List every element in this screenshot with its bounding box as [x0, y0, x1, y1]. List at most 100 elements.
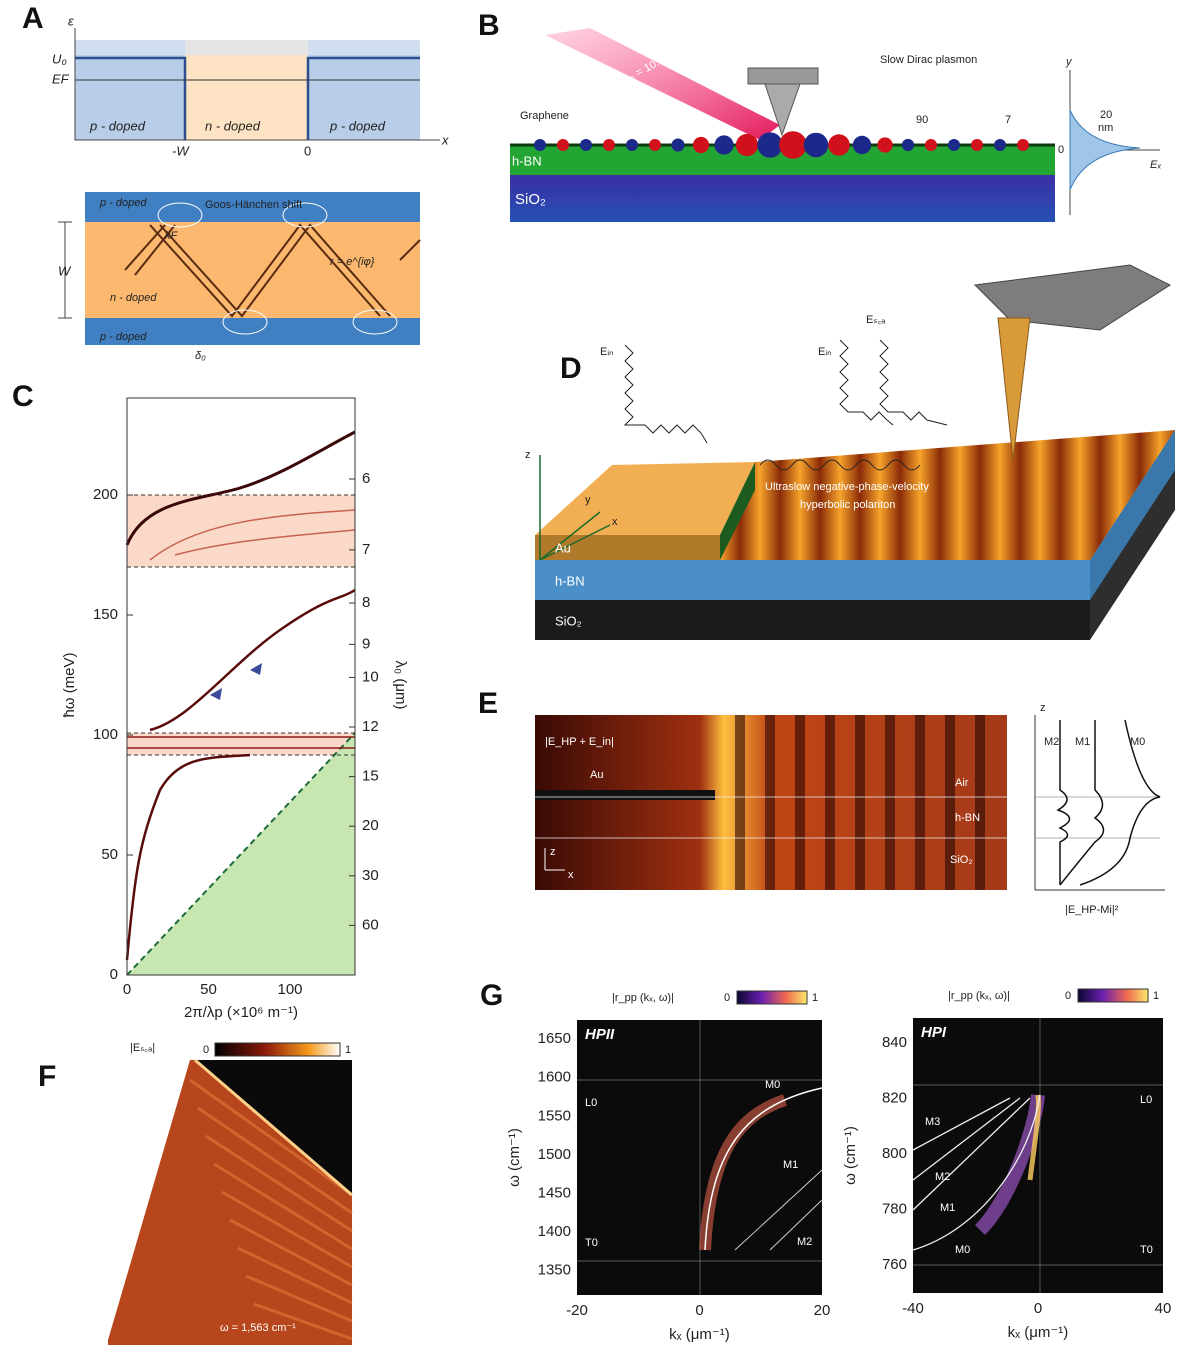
- x-tick-label: -40: [902, 1300, 924, 1317]
- y-tick-label: 1450: [538, 1184, 571, 1201]
- fringe: [885, 715, 895, 890]
- axis-label: |E_HP-Mi|²: [1065, 904, 1119, 916]
- plot-title: HPII: [585, 1026, 615, 1043]
- charge: [580, 139, 592, 151]
- x-tick-label: 0: [123, 981, 131, 998]
- dispersion-curve: [150, 590, 355, 730]
- band-label: n - doped: [110, 292, 157, 304]
- y-tick-label: 1600: [538, 1069, 571, 1086]
- x-tick-label: 50: [200, 981, 217, 998]
- axis-label: U₀: [52, 51, 67, 66]
- fringe: [855, 715, 865, 890]
- x-tick-label: 100: [277, 981, 302, 998]
- tick-label: 0: [304, 143, 311, 158]
- plot-annotation: M2: [797, 1236, 812, 1248]
- plot-annotation: L0: [1140, 1094, 1152, 1106]
- tick-label: 0: [1058, 144, 1064, 156]
- caption: hyperbolic polariton: [800, 499, 895, 511]
- fringe: [915, 715, 925, 890]
- plot-annotation: M1: [940, 1202, 955, 1214]
- annotation: r = e^{iφ}: [330, 256, 375, 268]
- axis-label: ħω (meV): [61, 652, 78, 717]
- axis-label: z: [1040, 702, 1046, 714]
- fringe: [825, 715, 835, 890]
- charge: [779, 131, 807, 159]
- field-label: Eᵢₙ: [818, 346, 831, 358]
- material-label: h-BN: [555, 573, 585, 588]
- charge: [828, 134, 849, 155]
- panel-label: C: [12, 380, 34, 413]
- mode-label: M2: [1044, 736, 1059, 748]
- fringe: [975, 715, 985, 890]
- charge: [994, 139, 1006, 151]
- annotation: 90: [916, 114, 928, 126]
- y-tick-label: 150: [93, 606, 118, 623]
- g: [735, 715, 985, 890]
- panel-label: G: [480, 979, 503, 1012]
- interface: [1035, 797, 1160, 838]
- wave: [625, 345, 707, 443]
- material-label: SiO₂: [515, 191, 546, 208]
- au-top: [535, 462, 755, 535]
- plot-annotation: M0: [765, 1079, 780, 1091]
- charge: [649, 139, 661, 151]
- material-label: SiO₂: [555, 613, 582, 628]
- right-tick-label: 20: [362, 817, 379, 834]
- plot-title: HPI: [921, 1024, 947, 1041]
- axis-label: EF: [52, 71, 70, 86]
- axis-label: x: [612, 516, 618, 528]
- axis-label: 2π/λp (×10⁶ m⁻¹): [184, 1004, 298, 1021]
- plot-area: [577, 1020, 822, 1295]
- band-label: p - doped: [99, 331, 147, 343]
- charge: [757, 132, 782, 157]
- colorbar: [737, 991, 807, 1004]
- axis-label: kₓ (μm⁻¹): [1008, 1324, 1069, 1341]
- charge: [557, 139, 569, 151]
- plot-annotation: T0: [585, 1237, 598, 1249]
- y-tick-label: 1400: [538, 1223, 571, 1240]
- plot-annotation: L0: [585, 1097, 597, 1109]
- charge: [714, 135, 733, 154]
- right-tick-label: 8: [362, 594, 370, 611]
- colorbar: [215, 1043, 340, 1056]
- material-label: SiO₂: [950, 854, 973, 866]
- wave: [840, 340, 947, 425]
- annotation: Slow Dirac plasmon: [880, 54, 977, 66]
- x-tick-label: 40: [1155, 1300, 1172, 1317]
- right-tick-label: 10: [362, 668, 379, 685]
- fringe: [735, 715, 745, 890]
- fringe: [795, 715, 805, 890]
- charge: [626, 139, 638, 151]
- charge: [971, 139, 983, 151]
- right-tick-label: 9: [362, 635, 370, 652]
- axis-label: ε: [68, 13, 74, 28]
- tick-label: -W: [172, 143, 190, 158]
- annotation: δ₀: [195, 350, 206, 362]
- colorbar-tick: 1: [345, 1044, 351, 1056]
- plot-annotation: M3: [925, 1116, 940, 1128]
- axis-label: Eₓ: [1150, 159, 1162, 171]
- axis-label: y: [1065, 56, 1073, 68]
- charge: [877, 137, 892, 152]
- axis-label: x: [441, 132, 449, 147]
- material-label: Air: [955, 777, 969, 789]
- figure: A ε U₀ EF x -W 0 p - doped n - doped p -…: [0, 0, 1192, 1356]
- sio2-layer: [510, 175, 1055, 222]
- region-label: p - doped: [89, 118, 146, 133]
- annotation: 7: [1005, 114, 1011, 126]
- material-label: Au: [590, 769, 603, 781]
- charge: [925, 139, 937, 151]
- field-label: Eᵢₙ: [600, 346, 613, 358]
- axis-label: λ₀ (μm): [392, 660, 409, 709]
- colorbar-tick: 0: [1065, 990, 1071, 1002]
- band-label: p - doped: [99, 197, 147, 209]
- x-tick-label: 0: [1034, 1300, 1042, 1317]
- field-label: |E_HP + E_in|: [545, 736, 614, 748]
- annotation: ω = 1,563 cm⁻¹: [220, 1322, 296, 1334]
- band: [75, 40, 420, 55]
- mode-label: M0: [1130, 736, 1145, 748]
- charge: [671, 138, 684, 151]
- mode-label: M1: [1075, 736, 1090, 748]
- hbn-layer: [535, 560, 1090, 600]
- right-tick-label: 30: [362, 867, 379, 884]
